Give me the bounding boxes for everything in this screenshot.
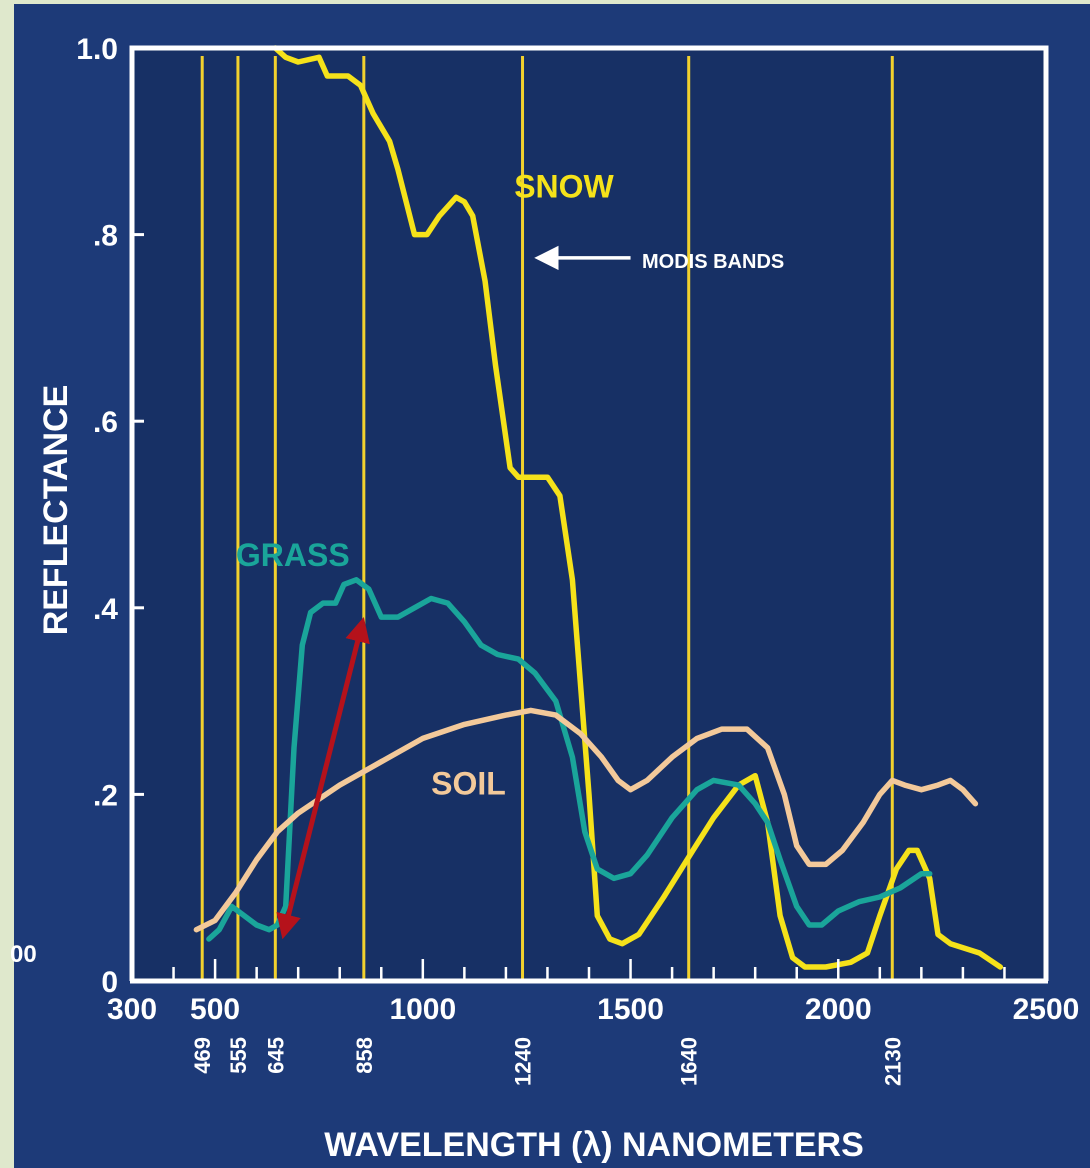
plot-border bbox=[129, 45, 1049, 981]
band-label-858: 858 bbox=[352, 1037, 377, 1074]
x-tick-label-500: 500 bbox=[190, 993, 240, 1026]
y-axis-title: REFLECTANCE bbox=[37, 385, 75, 636]
y-tick-label-8: .8 bbox=[93, 220, 118, 253]
x-tick-label-1000: 1000 bbox=[389, 993, 456, 1026]
y-tick-label-1-0: 1.0 bbox=[76, 33, 118, 66]
axes: 300 500 1000 1500 2000 2500 0 .2 .4 .6 .8 1.0 469 555… bbox=[76, 33, 1079, 1086]
series-label-snow: SNOW bbox=[514, 168, 614, 204]
y-tick-label-2: .2 bbox=[93, 779, 118, 812]
stray-label: 00 bbox=[10, 941, 37, 968]
x-axis-title: WAVELENGTH (λ) NANOMETERS bbox=[324, 1126, 864, 1164]
series-label-soil: SOIL bbox=[431, 765, 506, 801]
band-label-1640: 1640 bbox=[677, 1037, 702, 1086]
modis-bands-label: MODIS BANDS bbox=[642, 251, 784, 273]
series-line-snow bbox=[272, 45, 1004, 970]
band-label-1240: 1240 bbox=[511, 1037, 536, 1086]
x-tick-label-2500: 2500 bbox=[1013, 993, 1080, 1026]
red-double-arrow bbox=[276, 616, 370, 940]
series-label-grass: GRASS bbox=[236, 537, 350, 573]
x-tick-label-300: 300 bbox=[107, 993, 157, 1026]
band-label-2130: 2130 bbox=[880, 1037, 905, 1086]
plot-frame bbox=[129, 45, 1049, 981]
y-tick-label-4: .4 bbox=[93, 593, 118, 626]
x-tick-label-2000: 2000 bbox=[805, 993, 872, 1026]
band-label-469: 469 bbox=[190, 1037, 215, 1074]
y-tick-label-0: 0 bbox=[101, 966, 118, 999]
y-tick-label-6: .6 bbox=[93, 406, 118, 439]
x-tick-label-1500: 1500 bbox=[597, 993, 664, 1026]
annotations bbox=[276, 245, 631, 940]
band-label-555: 555 bbox=[226, 1037, 251, 1074]
band-label-645: 645 bbox=[263, 1037, 288, 1074]
